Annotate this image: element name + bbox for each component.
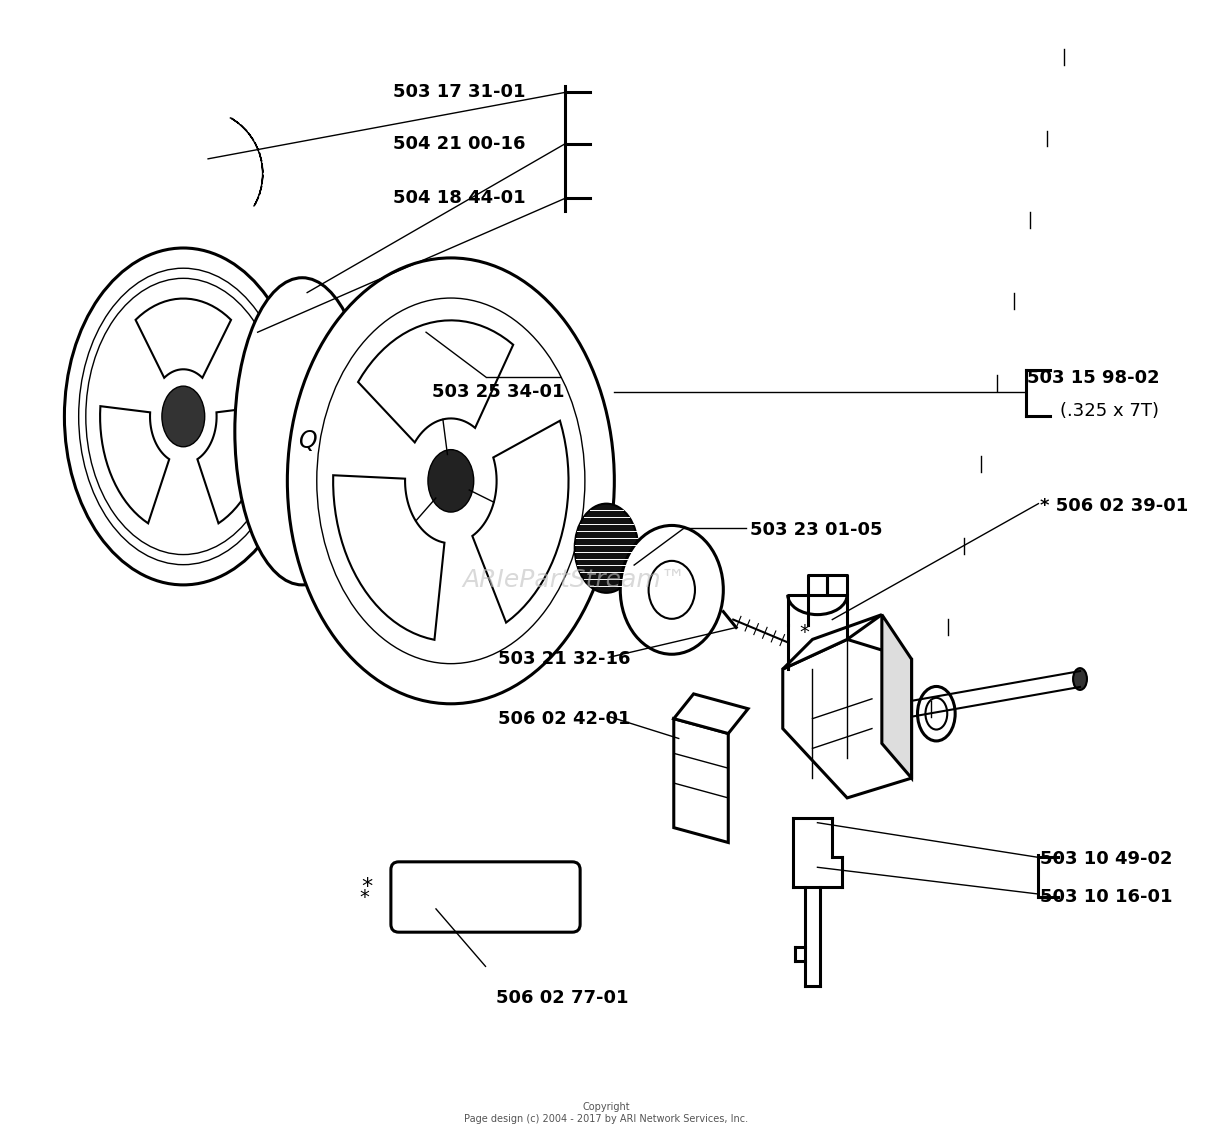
- Text: 503 21 32-16: 503 21 32-16: [498, 650, 630, 668]
- Polygon shape: [197, 406, 267, 524]
- Text: 504 21 00-16: 504 21 00-16: [393, 135, 525, 152]
- Ellipse shape: [162, 386, 204, 447]
- Polygon shape: [673, 719, 728, 842]
- Text: (.325 x 7T): (.325 x 7T): [1060, 402, 1159, 421]
- Text: 503 15 98-02: 503 15 98-02: [1027, 369, 1159, 387]
- Text: 506 02 42-01: 506 02 42-01: [498, 709, 630, 728]
- Text: *: *: [360, 887, 370, 906]
- Polygon shape: [783, 614, 881, 669]
- Text: *: *: [361, 877, 372, 897]
- Ellipse shape: [649, 560, 695, 619]
- Text: 503 23 01-05: 503 23 01-05: [750, 521, 883, 540]
- Text: * 506 02 39-01: * 506 02 39-01: [1040, 496, 1189, 515]
- Polygon shape: [673, 693, 748, 733]
- Polygon shape: [472, 421, 568, 622]
- Ellipse shape: [317, 298, 585, 664]
- Text: 504 18 44-01: 504 18 44-01: [393, 189, 525, 207]
- Text: 503 10 49-02: 503 10 49-02: [1040, 850, 1173, 869]
- Text: Q: Q: [297, 430, 317, 453]
- Polygon shape: [359, 321, 513, 442]
- Ellipse shape: [621, 525, 723, 654]
- Ellipse shape: [86, 278, 280, 555]
- Text: ARIePartStream™: ARIePartStream™: [463, 568, 687, 592]
- Ellipse shape: [235, 277, 370, 584]
- Ellipse shape: [428, 449, 474, 512]
- Polygon shape: [881, 614, 912, 778]
- Polygon shape: [333, 476, 444, 639]
- Ellipse shape: [925, 698, 947, 730]
- Text: *: *: [799, 623, 809, 642]
- Text: 503 25 34-01: 503 25 34-01: [432, 383, 564, 401]
- Ellipse shape: [918, 686, 955, 741]
- Polygon shape: [136, 299, 231, 378]
- Polygon shape: [783, 639, 912, 798]
- Text: 506 02 77-01: 506 02 77-01: [496, 989, 628, 1007]
- Text: Copyright
Page design (c) 2004 - 2017 by ARI Network Services, Inc.: Copyright Page design (c) 2004 - 2017 by…: [464, 1102, 748, 1124]
- FancyBboxPatch shape: [390, 862, 580, 932]
- Polygon shape: [100, 406, 169, 524]
- Ellipse shape: [575, 503, 638, 592]
- Text: 503 17 31-01: 503 17 31-01: [393, 84, 525, 102]
- Text: 503 10 16-01: 503 10 16-01: [1040, 888, 1173, 906]
- Ellipse shape: [288, 258, 614, 704]
- Ellipse shape: [1073, 668, 1087, 690]
